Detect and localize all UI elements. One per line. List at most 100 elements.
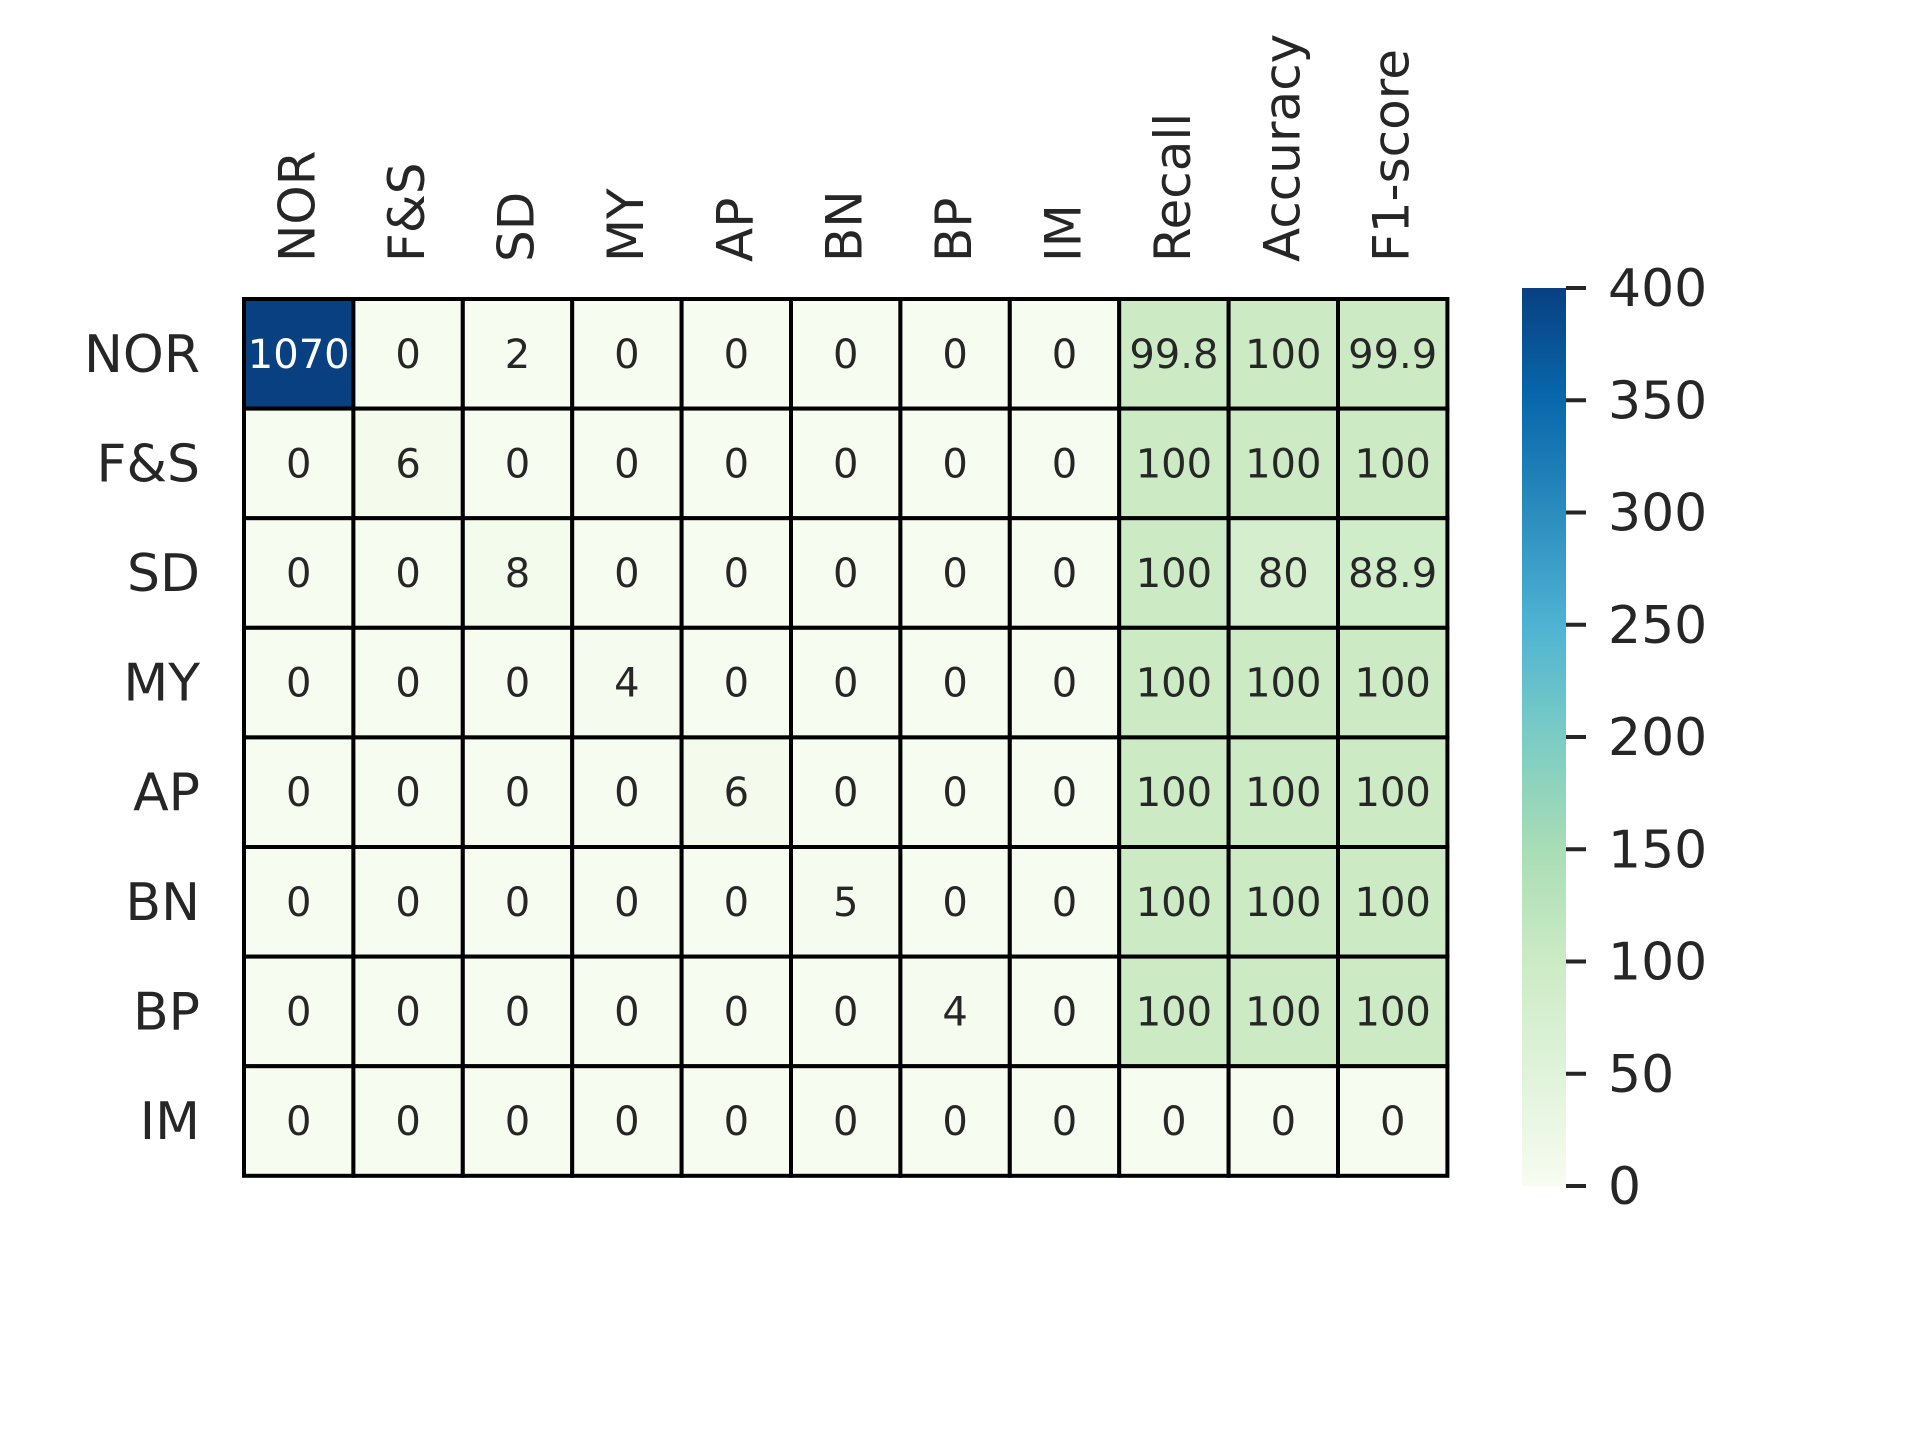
colorbar-tick: 100 <box>1566 933 1707 993</box>
cell-rect <box>570 845 684 959</box>
colorbar-tick-label: 100 <box>1608 933 1707 993</box>
column-tick-label: F&S <box>378 163 436 262</box>
cell-value-label: 0 <box>1052 880 1077 926</box>
heatmap-cell: 2 <box>460 297 575 411</box>
cell-value-label: 0 <box>833 551 858 597</box>
heatmap-cell: 100 <box>1226 406 1340 521</box>
cell-rect <box>242 845 356 959</box>
cell-value-label: 0 <box>1052 551 1077 597</box>
cell-value-label: 0 <box>833 989 858 1035</box>
cell-value-label: 5 <box>833 880 858 926</box>
cell-value-label: 0 <box>724 661 749 707</box>
cell-value-label: 100 <box>1245 661 1321 707</box>
cell-rect <box>1117 845 1231 959</box>
cell-value-label: 100 <box>1245 441 1321 487</box>
cell-value-label: 0 <box>1052 332 1077 378</box>
cell-value-label: 0 <box>942 880 967 926</box>
cell-value-label: 4 <box>942 989 967 1035</box>
heatmap-cell: 0 <box>460 954 575 1069</box>
cell-rect <box>1226 297 1340 411</box>
heatmap-cell: 100 <box>1336 735 1450 850</box>
cell-value-label: 100 <box>1245 880 1321 926</box>
heatmap-cell: 0 <box>789 297 903 411</box>
cell-value-label: 4 <box>614 661 639 707</box>
cell-rect <box>1336 297 1450 411</box>
heatmap-cells: 1070 0 2 0 0 0 0 0 99.8 100 99.9 0 6 0 0 0 0 0 0 100 100 100 0… <box>242 297 1450 1178</box>
row-tick-label: AP <box>133 763 200 823</box>
cell-value-label: 0 <box>724 1099 749 1145</box>
cell-value-label: 100 <box>1355 770 1431 816</box>
cell-rect <box>570 625 684 740</box>
column-tick-label: BN <box>816 190 874 262</box>
heatmap-cell: 0 <box>460 735 575 850</box>
heatmap-cell: 100 <box>1117 735 1231 850</box>
heatmap-cell: 0 <box>570 735 684 850</box>
cell-value-label: 0 <box>1052 441 1077 487</box>
cell-rect <box>898 735 1012 850</box>
cell-value-label: 0 <box>942 332 967 378</box>
heatmap-cell: 0 <box>679 516 793 630</box>
cell-value-label: 0 <box>724 880 749 926</box>
heatmap-cell: 0 <box>789 735 903 850</box>
cell-rect <box>1336 516 1450 630</box>
cell-rect <box>460 406 575 521</box>
cell-value-label: 0 <box>724 551 749 597</box>
row-tick-label: SD <box>127 544 200 604</box>
cell-value-label: 0 <box>614 989 639 1035</box>
cell-value-label: 88.9 <box>1348 551 1437 597</box>
heatmap-cell: 0 <box>898 625 1012 740</box>
cell-value-label: 0 <box>286 989 311 1035</box>
cell-value-label: 0 <box>833 770 858 816</box>
cell-value-label: 0 <box>1052 661 1077 707</box>
cell-rect <box>460 625 575 740</box>
heatmap-cell: 0 <box>1226 1064 1340 1178</box>
cell-rect <box>1117 1064 1231 1178</box>
cell-value-label: 0 <box>942 661 967 707</box>
cell-value-label: 0 <box>833 661 858 707</box>
cell-value-label: 0 <box>942 551 967 597</box>
colorbar-tick-label: 150 <box>1608 820 1707 880</box>
colorbar-tick-label: 50 <box>1608 1045 1674 1105</box>
colorbar-tick: 350 <box>1566 371 1707 431</box>
cell-value-label: 0 <box>286 1099 311 1145</box>
cell-value-label: 0 <box>1052 1099 1077 1145</box>
cell-value-label: 0 <box>1052 770 1077 816</box>
cell-rect <box>1226 1064 1340 1178</box>
heatmap-cell: 0 <box>1007 406 1122 521</box>
cell-value-label: 0 <box>286 441 311 487</box>
heatmap-cell: 99.8 <box>1117 297 1231 411</box>
cell-rect <box>679 406 793 521</box>
heatmap-cell: 100 <box>1336 406 1450 521</box>
heatmap-cell: 0 <box>1007 954 1122 1069</box>
cell-rect <box>242 297 356 411</box>
cell-value-label: 99.9 <box>1348 332 1437 378</box>
cell-value-label: 0 <box>505 661 530 707</box>
cell-rect <box>242 954 356 1069</box>
heatmap-cell: 100 <box>1336 845 1450 959</box>
heatmap-cell: 100 <box>1117 845 1231 959</box>
heatmap-cell: 0 <box>570 954 684 1069</box>
heatmap-cell: 8 <box>460 516 575 630</box>
cell-value-label: 100 <box>1355 661 1431 707</box>
cell-value-label: 0 <box>286 770 311 816</box>
row-tick-label: NOR <box>84 325 200 385</box>
cell-rect <box>1336 735 1450 850</box>
column-labels: NOR F&S SD MY AP BN BP IM Recall Accuracy F1-score <box>269 34 1421 262</box>
colorbar-tick: 300 <box>1566 484 1707 544</box>
heatmap-cell: 0 <box>570 1064 684 1178</box>
colorbar: 0 50 100 150 200 250 300 350 400 <box>1522 259 1707 1217</box>
heatmap-cell: 100 <box>1226 735 1340 850</box>
heatmap-cell: 0 <box>789 406 903 521</box>
row-tick-label: F&S <box>97 434 200 494</box>
row-tick-label: IM <box>140 1092 200 1152</box>
heatmap-cell: 88.9 <box>1336 516 1450 630</box>
heatmap-cell: 0 <box>898 1064 1012 1178</box>
cell-value-label: 100 <box>1136 661 1212 707</box>
cell-value-label: 0 <box>942 770 967 816</box>
cell-value-label: 0 <box>1161 1099 1186 1145</box>
heatmap-cell: 6 <box>351 406 465 521</box>
cell-rect <box>1117 406 1231 521</box>
heatmap-cell: 0 <box>242 516 356 630</box>
heatmap-cell: 0 <box>460 406 575 521</box>
